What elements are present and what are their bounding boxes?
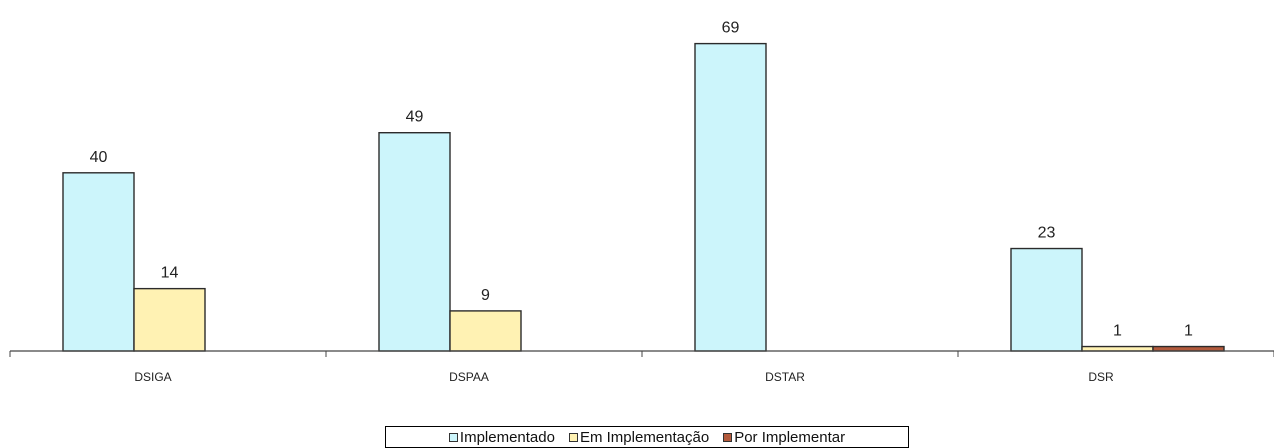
legend-swatch xyxy=(568,432,578,442)
x-tick-label: DSPAA xyxy=(449,370,489,384)
legend-label: Em Implementação xyxy=(579,428,710,446)
legend-item: Implementado xyxy=(448,428,555,446)
data-label: 14 xyxy=(161,265,179,282)
data-label: 23 xyxy=(1038,225,1056,242)
bar-implementado-dsiga xyxy=(62,172,135,352)
data-label: 1 xyxy=(1113,323,1122,340)
bar-em-implementação-dsiga xyxy=(133,287,206,352)
data-label: 49 xyxy=(406,109,424,126)
legend-item: Em Implementação xyxy=(568,428,710,446)
bar-implementado-dsr xyxy=(1010,247,1083,352)
data-label: 9 xyxy=(481,287,490,304)
bar-implementado-dspaa xyxy=(378,132,451,352)
x-tick-label: DSTAR xyxy=(765,370,805,384)
bar-por-implementar-dsr xyxy=(1152,345,1225,352)
bar-implementado-dstar xyxy=(694,42,767,352)
data-label: 1 xyxy=(1184,323,1193,340)
legend-label: Por Implementar xyxy=(734,428,846,446)
legend: Implementado Em Implementação Por Implemen… xyxy=(385,426,909,448)
x-tick-label: DSIGA xyxy=(134,370,171,384)
legend-swatch xyxy=(723,432,733,442)
legend-item: Por Implementar xyxy=(723,429,845,446)
data-label: 40 xyxy=(90,149,108,166)
x-tick-label: DSR xyxy=(1088,370,1114,384)
bar-em-implementação-dspaa xyxy=(449,310,522,352)
data-label: 69 xyxy=(722,20,740,37)
bar-em-implementação-dsr xyxy=(1081,345,1154,352)
legend-label: Implementado xyxy=(459,428,555,446)
legend-swatch xyxy=(448,432,458,442)
